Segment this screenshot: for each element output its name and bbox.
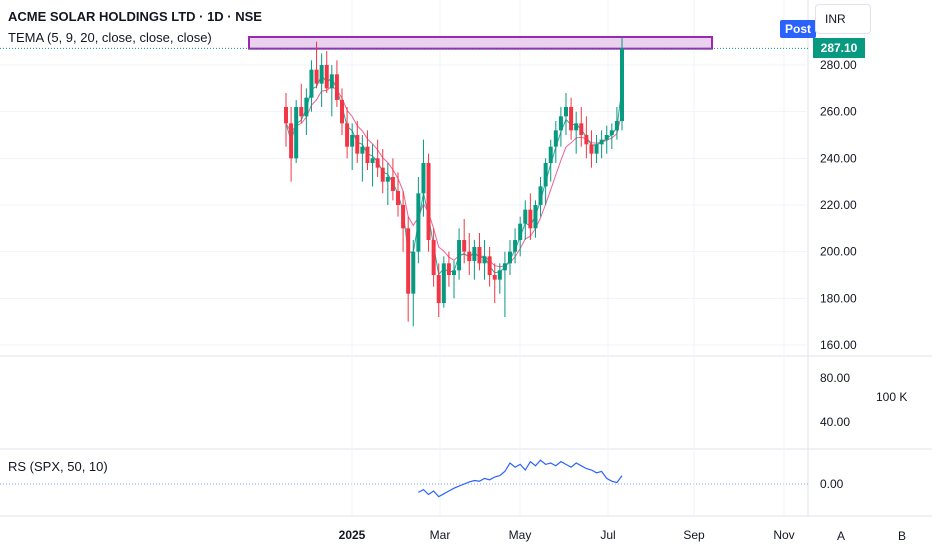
time-tick-label: Nov (773, 528, 794, 542)
auto-scale-button[interactable]: A (836, 529, 845, 543)
volume-tick-label: 80.00 (820, 371, 850, 385)
candle-body (604, 135, 609, 140)
candle-body (284, 107, 288, 124)
candle-body (406, 228, 411, 294)
candle-body (385, 177, 390, 182)
price-tick-label: 260.00 (820, 105, 857, 119)
time-tick-label: Jul (600, 528, 615, 542)
time-tick-label: Mar (430, 528, 451, 542)
candle-body (350, 135, 355, 147)
candle-body (334, 74, 339, 100)
candle-body (502, 263, 507, 271)
rs-tick-label: 0.00 (820, 477, 844, 491)
candle-body (401, 205, 406, 229)
currency-selector[interactable]: INR (815, 4, 871, 34)
candle-body (584, 135, 589, 145)
candle-body (620, 48, 624, 121)
candle-body (345, 123, 350, 147)
candle-body (380, 167, 385, 182)
candle-body (314, 69, 319, 84)
candle-body (452, 270, 456, 275)
candle-body (553, 130, 558, 147)
candle-body (523, 209, 528, 224)
candle-body (477, 247, 482, 264)
time-tick-label: 2025 (339, 528, 366, 542)
time-tick-label: Sep (683, 528, 705, 542)
candle-body (538, 186, 543, 205)
candle-body (472, 247, 477, 261)
candle-body (497, 270, 502, 280)
candle-body (370, 158, 375, 163)
tema-indicator-label[interactable]: TEMA (5, 9, 20, close, close, close) (8, 30, 212, 45)
price-tick-label: 180.00 (820, 291, 857, 305)
candle-body (416, 193, 421, 252)
price-tick-label: 240.00 (820, 151, 857, 165)
candle-body (558, 116, 563, 131)
candle-body (457, 240, 462, 271)
time-tick-label: May (509, 528, 532, 542)
price-tick-label: 280.00 (820, 58, 857, 72)
candle-body (294, 107, 299, 159)
candle-body (513, 240, 518, 252)
candle-body (329, 74, 334, 89)
candle-body (548, 146, 553, 163)
candle-body (390, 177, 395, 191)
price-tick-label: 220.00 (820, 198, 857, 212)
candle-body (487, 256, 492, 275)
candle-body (319, 65, 324, 84)
candle-body (508, 251, 512, 264)
symbol-title[interactable]: ACME SOLAR HOLDINGS LTD · 1D · NSE (8, 9, 262, 24)
candle-body (360, 146, 365, 154)
candle-body (446, 263, 451, 275)
candle-body (436, 275, 441, 303)
candle-body (467, 251, 472, 261)
price-tick-label: 160.00 (820, 338, 857, 352)
candle-body (589, 144, 594, 154)
rectangle-drawing (248, 36, 713, 50)
rs-line (418, 459, 623, 498)
rs-indicator-label[interactable]: RS (SPX, 50, 10) (8, 459, 108, 474)
candle-body (462, 240, 467, 252)
candle-body (299, 107, 304, 117)
candle-body (289, 123, 294, 159)
last-price-label: 287.10 (813, 38, 865, 58)
candle-body (599, 139, 604, 145)
candle-body (574, 123, 579, 131)
candle-body (426, 163, 431, 240)
candle-body (609, 130, 614, 135)
candle-body (324, 65, 329, 89)
volume-scale-label: 100 K (876, 390, 908, 404)
candle-body (579, 123, 584, 135)
post-button[interactable]: Post (780, 20, 817, 38)
candle-body (614, 121, 619, 131)
candle-body (340, 100, 344, 124)
tema-fast-line (285, 74, 623, 276)
candle-body (528, 209, 533, 229)
candle-body (543, 163, 548, 187)
candle-body (482, 256, 487, 264)
candle-body (355, 135, 360, 154)
candle-body (411, 251, 416, 294)
candle-body (564, 107, 568, 117)
candle-body (304, 97, 309, 117)
candle-body (518, 223, 523, 240)
candle-body (421, 163, 426, 194)
price-tick-label: 200.00 (820, 245, 857, 259)
candle-body (431, 240, 436, 275)
candle-body (396, 191, 400, 205)
candle-body (375, 158, 380, 168)
candle-body (309, 69, 314, 98)
candle-body (365, 146, 370, 163)
candle-body (492, 275, 497, 280)
candle-body (441, 263, 446, 303)
b-scale-button[interactable]: B (897, 529, 906, 543)
volume-tick-label: 40.00 (820, 415, 850, 429)
candle-body (533, 205, 538, 229)
candle-body (594, 144, 599, 154)
candle-body (569, 107, 574, 131)
